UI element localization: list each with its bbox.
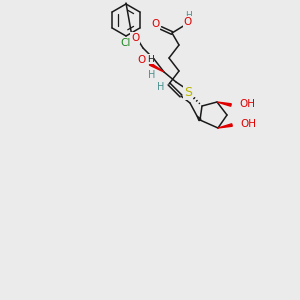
Polygon shape [197, 116, 201, 121]
Text: H: H [185, 89, 193, 99]
Text: H: H [157, 82, 165, 92]
Polygon shape [217, 102, 231, 106]
Polygon shape [218, 124, 232, 128]
Text: OH: OH [239, 99, 255, 109]
Text: O: O [138, 55, 146, 65]
Text: S: S [184, 85, 192, 98]
Text: O: O [131, 33, 139, 43]
Text: H: H [148, 70, 156, 80]
Polygon shape [149, 63, 164, 72]
Text: H: H [184, 11, 191, 20]
Text: H: H [147, 55, 153, 64]
Text: O: O [151, 19, 159, 29]
Text: Cl: Cl [121, 38, 131, 48]
Text: O: O [184, 17, 192, 27]
Text: OH: OH [240, 119, 256, 129]
